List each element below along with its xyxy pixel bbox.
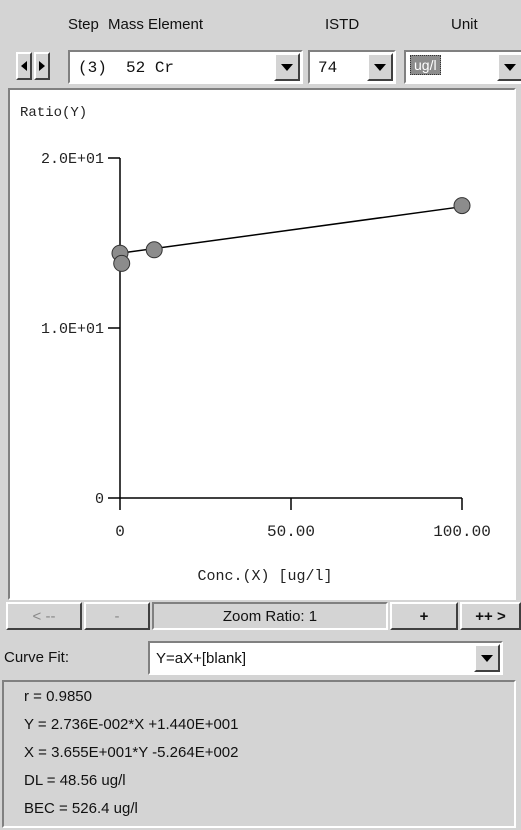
curve-fit-label: Curve Fit:: [4, 649, 70, 666]
y-tick-label: 2.0E+01: [41, 151, 104, 168]
mass-element-dropdown-button[interactable]: [274, 53, 300, 81]
zoom-out-button[interactable]: -: [84, 602, 150, 630]
y-axis-label: Ratio(Y): [20, 105, 87, 121]
curve-fit-dropdown-button[interactable]: [474, 644, 500, 672]
istd-header: ISTD: [325, 16, 360, 33]
curve-fit-value: Y=aX+[blank]: [156, 650, 247, 667]
istd-dropdown-button[interactable]: [367, 53, 393, 81]
calibration-plot: 2.0E+01 1.0E+01 0 0 50.00 100.00 Ratio(Y) Conc.…: [8, 88, 516, 600]
step-header: Step: [68, 16, 99, 33]
fit-line: [119, 205, 463, 254]
unit-dropdown-button[interactable]: [497, 53, 521, 81]
x-equation: X = 3.655E+001*Y -5.264E+002: [24, 744, 239, 761]
x-tick-label: 50.00: [267, 523, 315, 541]
detection-limit: DL = 48.56 ug/l: [24, 772, 126, 789]
istd-value: 74: [318, 59, 338, 77]
next-step-button[interactable]: [34, 52, 50, 80]
x-tick-label: 100.00: [433, 523, 491, 541]
zoom-bar: < -- - Zoom Ratio: 1 + ++ >: [2, 602, 521, 630]
data-point: [145, 241, 163, 259]
chevron-down-icon: [481, 654, 493, 662]
y-equation: Y = 2.736E-002*X +1.440E+001: [24, 716, 239, 733]
istd-select[interactable]: 74: [308, 50, 396, 84]
arrow-right-icon: [39, 61, 45, 71]
zoom-in-far-button[interactable]: ++ >: [460, 602, 521, 630]
unit-select[interactable]: ug/l: [404, 50, 521, 84]
calibration-chart-svg: 2.0E+01 1.0E+01 00 50.00 100.00 Ratio(Y) Conc.…: [20, 105, 491, 585]
data-point: [113, 254, 131, 272]
bec-value: BEC = 526.4 ug/l: [24, 800, 138, 817]
data-point: [453, 197, 471, 215]
x-tick-label: 0: [115, 523, 125, 541]
mass-element-value: (3) 52 Cr: [78, 59, 175, 77]
y-tick-label: 1.0E+01: [41, 321, 104, 338]
zoom-ratio-label: Zoom Ratio: 1: [152, 602, 388, 630]
results-panel: r = 0.9850 Y = 2.736E-002*X +1.440E+001 …: [2, 680, 516, 828]
curve-fit-select[interactable]: Y=aX+[blank]: [148, 641, 503, 675]
arrow-left-icon: [21, 61, 27, 71]
mass-element-header: Mass Element: [108, 16, 204, 33]
r-value: r = 0.9850: [24, 688, 92, 705]
x-axis-label: Conc.(X) [ug/l]: [197, 568, 332, 585]
zoom-in-button[interactable]: +: [390, 602, 458, 630]
prev-step-button[interactable]: [16, 52, 32, 80]
chevron-down-icon: [504, 63, 516, 71]
y-tick-label: 0: [95, 491, 104, 508]
unit-value: ug/l: [410, 55, 441, 75]
zoom-out-far-button[interactable]: < --: [6, 602, 82, 630]
chevron-down-icon: [281, 63, 293, 71]
mass-element-select[interactable]: (3) 52 Cr: [68, 50, 303, 84]
chevron-down-icon: [374, 63, 386, 71]
unit-header: Unit: [451, 16, 478, 33]
